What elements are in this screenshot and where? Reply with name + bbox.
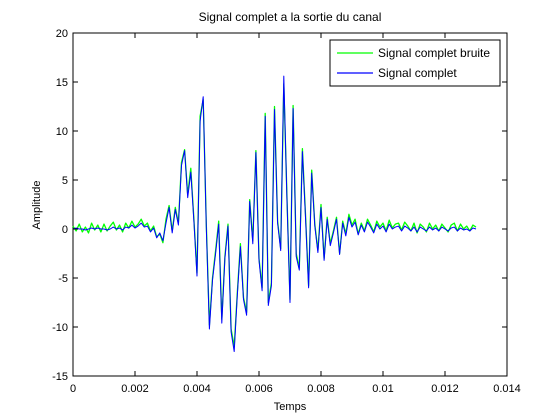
legend-label-noisy-signal: Signal complet bruite xyxy=(378,46,490,60)
legend: Signal complet bruite Signal complet xyxy=(329,39,501,87)
y-tick-label: 10 xyxy=(56,126,68,138)
series-line-noisy-signal xyxy=(72,83,477,348)
x-tick-label: 0.002 xyxy=(121,383,149,395)
y-tick-label: -10 xyxy=(52,322,68,334)
y-tick-label: 5 xyxy=(62,175,68,187)
plot-area: 0 0.002 0.004 0.006 0.008 0.01 0.012 0.014 -15 -1… xyxy=(52,28,521,395)
y-tick-label: -15 xyxy=(52,371,68,383)
series-line-clean-signal xyxy=(72,75,477,352)
x-tick-label: 0.012 xyxy=(431,383,459,395)
chart-title: Signal complet a la sortie du canal xyxy=(199,10,382,24)
y-tick-label: 20 xyxy=(56,28,68,40)
y-tick-label: 15 xyxy=(56,77,68,89)
x-tick-label: 0.008 xyxy=(307,383,335,395)
x-tick-label: 0.01 xyxy=(372,383,393,395)
x-axis-label: Temps xyxy=(274,401,307,413)
y-tick-label: -5 xyxy=(58,273,68,285)
x-tick-label: 0.004 xyxy=(183,383,211,395)
series-layer xyxy=(72,75,477,352)
x-tick-label: 0.014 xyxy=(493,383,521,395)
y-axis-label: Amplitude xyxy=(31,181,43,230)
legend-box xyxy=(329,39,501,87)
tick-layer: 0 0.002 0.004 0.006 0.008 0.01 0.012 0.014 -15 -1… xyxy=(52,28,521,395)
x-tick-label: 0.006 xyxy=(245,383,273,395)
axes-frame xyxy=(72,32,508,377)
legend-label-clean-signal: Signal complet xyxy=(378,66,457,80)
y-tick-label: 0 xyxy=(62,224,68,236)
x-tick-label: 0 xyxy=(70,383,76,395)
